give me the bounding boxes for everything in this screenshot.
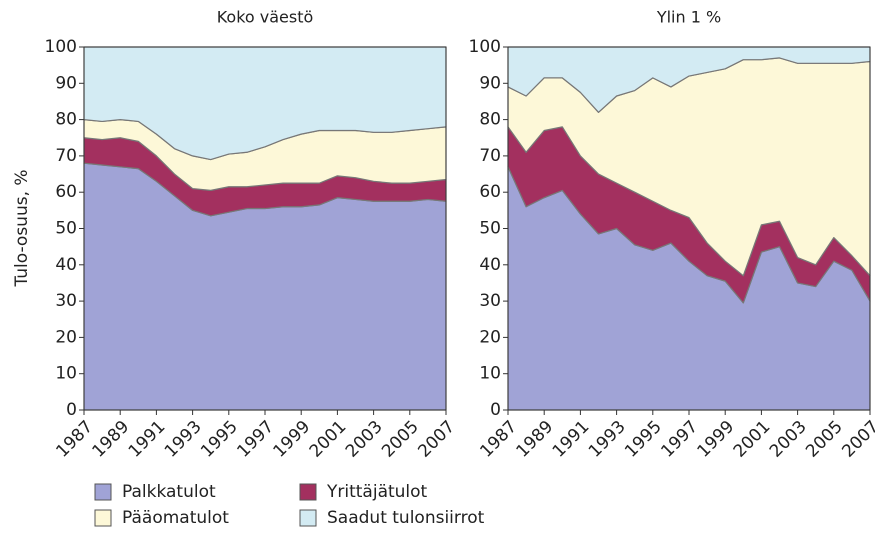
y-tick-label: 10	[479, 364, 501, 384]
y-tick-label: 30	[479, 291, 501, 311]
x-tick-label: 1989	[89, 417, 134, 462]
y-tick-label: 100	[469, 37, 501, 57]
y-tick-label: 20	[479, 327, 501, 347]
y-tick-label: 100	[45, 37, 77, 57]
legend-swatch	[299, 509, 317, 527]
x-tick-label: 2005	[802, 417, 847, 462]
x-tick-label: 1987	[52, 417, 97, 462]
x-tick-label: 1989	[513, 417, 558, 462]
y-tick-label: 0	[66, 400, 77, 420]
x-tick-label: 1991	[549, 417, 594, 462]
y-tick-label: 90	[55, 73, 77, 93]
x-tick-label: 1987	[476, 417, 521, 462]
x-tick-label: 1997	[233, 417, 278, 462]
y-tick-label: 90	[479, 73, 501, 93]
y-tick-label: 70	[55, 146, 77, 166]
plot: Koko väestö 0 10 20 30 40 50 60 70 80 90 100 1987198…	[45, 8, 460, 462]
legend-label: Pääomatulot	[122, 508, 229, 528]
legend-label: Saadut tulonsiirrot	[327, 508, 485, 528]
legend-swatch	[94, 483, 112, 501]
x-tick-label: 2003	[766, 417, 811, 462]
legend-label: Palkkatulot	[122, 482, 216, 502]
chart-title: Ylin 1 %	[656, 8, 721, 27]
legend-swatch	[94, 509, 112, 527]
x-tick-label: 1993	[585, 417, 630, 462]
legend-swatch	[299, 483, 317, 501]
y-tick-label: 20	[55, 327, 77, 347]
x-tick-label: 2001	[306, 417, 351, 462]
y-tick-label: 60	[479, 182, 501, 202]
y-tick-label: 10	[55, 364, 77, 384]
y-axis-label: Tulo-osuus, %	[12, 169, 32, 287]
x-tick-label: 2007	[414, 417, 459, 462]
x-tick-label: 1997	[657, 417, 702, 462]
y-tick-label: 50	[55, 219, 77, 239]
chart-title: Koko väestö	[217, 8, 314, 27]
y-tick-label: 60	[55, 182, 77, 202]
y-tick-label: 50	[479, 219, 501, 239]
y-tick-label: 80	[55, 110, 77, 130]
x-tick-label: 2001	[730, 417, 775, 462]
y-tick-label: 30	[55, 291, 77, 311]
x-tick-label: 2005	[378, 417, 423, 462]
y-tick-label: 70	[479, 146, 501, 166]
y-tick-label: 0	[490, 400, 501, 420]
x-tick-label: 1993	[161, 417, 206, 462]
x-tick-label: 1999	[270, 417, 315, 462]
plot: Ylin 1 %01020304050607080901001987198919…	[469, 8, 875, 462]
y-tick-label: 80	[479, 110, 501, 130]
legend-label: Yrittäjätulot	[326, 482, 428, 502]
y-tick-label: 40	[479, 255, 501, 275]
x-tick-label: 2007	[838, 417, 875, 462]
x-tick-label: 1991	[125, 417, 170, 462]
x-tick-label: 1995	[621, 417, 666, 462]
x-tick-label: 1999	[694, 417, 739, 462]
x-tick-label: 2003	[342, 417, 387, 462]
x-tick-label: 1995	[197, 417, 242, 462]
y-tick-label: 40	[55, 255, 77, 275]
